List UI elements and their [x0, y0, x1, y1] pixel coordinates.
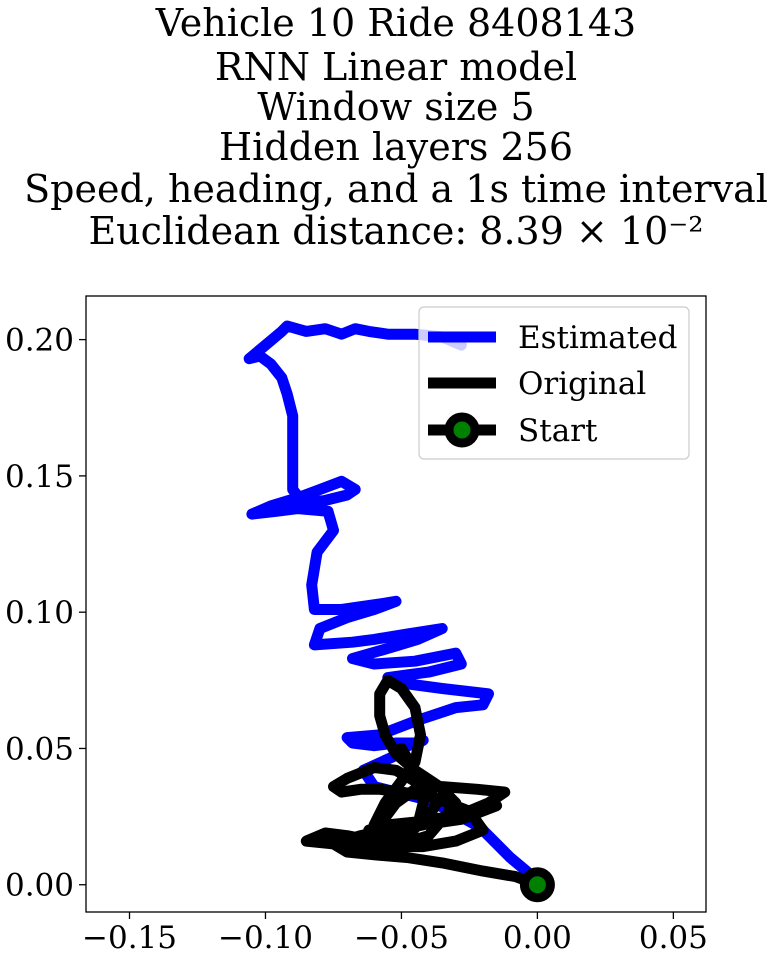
x-tick-label: 0.05: [639, 920, 708, 956]
title-line-4: Hidden layers 256: [219, 125, 573, 169]
y-tick-label: 0.15: [5, 459, 74, 495]
y-tick-label: 0.00: [5, 868, 74, 904]
plot-area: [85, 295, 707, 913]
legend-label-start: Start: [518, 413, 598, 449]
start-marker-group: [519, 867, 555, 903]
x-tick-label: 0.00: [503, 920, 572, 956]
title-line-1: Vehicle 10 Ride 8408143: [155, 1, 636, 45]
x-tick-label: −0.05: [354, 920, 449, 956]
series-line-original: [300, 674, 543, 891]
start-point-marker: [519, 867, 555, 903]
legend-label-estimated: Estimated: [518, 320, 677, 356]
x-tick-label: −0.10: [218, 920, 313, 956]
x-tick-label: −0.15: [82, 920, 177, 956]
legend-label-original: Original: [518, 366, 646, 402]
y-tick-label: 0.05: [5, 731, 74, 767]
title-line-5: Speed, heading, and a 1s time interval: [24, 167, 768, 211]
title-line-6: Euclidean distance: 8.39 × 10⁻²: [88, 209, 703, 253]
legend: Estimated Original Start: [418, 306, 690, 460]
legend-start-marker: [444, 412, 480, 448]
x-axis: −0.15 −0.10 −0.05 0.00 0.05: [82, 912, 708, 956]
title-line-3: Window size 5: [257, 85, 534, 129]
y-tick-label: 0.10: [5, 595, 74, 631]
y-tick-label: 0.20: [5, 323, 74, 359]
y-axis: 0.00 0.05 0.10 0.15 0.20: [5, 323, 86, 904]
title-line-2: RNN Linear model: [215, 45, 577, 89]
series-group: [243, 320, 543, 891]
legend-box: [418, 306, 690, 460]
